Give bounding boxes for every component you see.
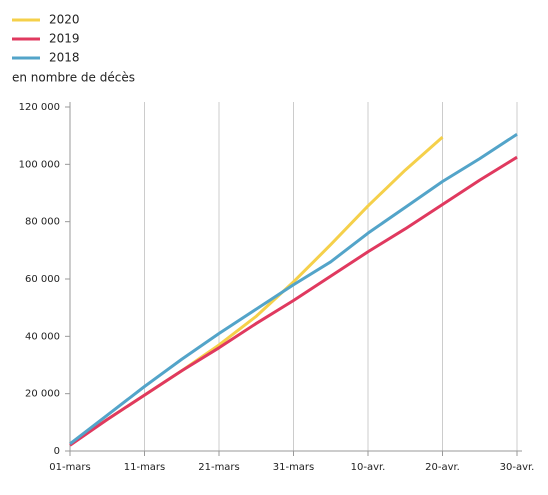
y-tick-label: 40 000 xyxy=(25,331,60,342)
y-tick-label: 120 000 xyxy=(19,102,60,113)
y-tick-label: 0 xyxy=(54,446,60,457)
y-tick-label: 80 000 xyxy=(25,217,60,228)
series-line xyxy=(69,155,518,447)
y-axis-label: en nombre de décès xyxy=(12,71,135,85)
legend-label: 2020 xyxy=(49,13,80,27)
y-tick-label: 60 000 xyxy=(25,274,60,285)
legend-label: 2018 xyxy=(49,51,80,65)
legend-label: 2019 xyxy=(49,32,80,46)
x-tick-label: 01-mars xyxy=(49,462,91,473)
x-tick-label: 31-mars xyxy=(273,462,315,473)
y-tick-label: 100 000 xyxy=(19,159,60,170)
x-tick-label: 10-avr. xyxy=(351,462,386,473)
series-line xyxy=(69,132,518,446)
x-tick-label: 30-avr. xyxy=(500,462,535,473)
x-tick-label: 21-mars xyxy=(198,462,240,473)
x-tick-label: 11-mars xyxy=(124,462,166,473)
x-tick-label: 20-avr. xyxy=(425,462,460,473)
series-line xyxy=(69,135,444,446)
y-tick-label: 20 000 xyxy=(25,389,60,400)
